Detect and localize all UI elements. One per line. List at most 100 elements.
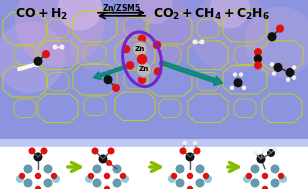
Circle shape	[196, 164, 205, 174]
Circle shape	[117, 0, 193, 67]
Circle shape	[171, 173, 177, 179]
Circle shape	[23, 178, 33, 187]
Circle shape	[193, 141, 197, 145]
Circle shape	[40, 147, 47, 154]
Circle shape	[106, 160, 112, 166]
Circle shape	[246, 173, 252, 179]
Circle shape	[192, 39, 197, 44]
Circle shape	[112, 178, 121, 187]
Circle shape	[19, 173, 25, 179]
Circle shape	[279, 175, 287, 183]
Circle shape	[245, 6, 308, 78]
Circle shape	[262, 186, 268, 189]
Circle shape	[253, 151, 257, 155]
Circle shape	[59, 44, 64, 50]
Circle shape	[153, 41, 160, 49]
Circle shape	[137, 0, 173, 25]
Circle shape	[270, 164, 279, 174]
Circle shape	[265, 147, 269, 151]
Circle shape	[233, 72, 237, 77]
Circle shape	[112, 84, 120, 92]
Circle shape	[51, 173, 57, 179]
Circle shape	[270, 178, 279, 187]
Circle shape	[286, 77, 290, 82]
Circle shape	[92, 178, 102, 187]
Circle shape	[29, 147, 35, 154]
Circle shape	[196, 178, 205, 187]
Circle shape	[261, 188, 270, 189]
Circle shape	[203, 173, 209, 179]
Circle shape	[187, 186, 193, 189]
Circle shape	[239, 72, 243, 77]
Circle shape	[103, 188, 111, 189]
Circle shape	[250, 178, 260, 187]
Circle shape	[23, 164, 33, 174]
Circle shape	[155, 68, 161, 75]
Circle shape	[103, 75, 112, 84]
Circle shape	[274, 63, 282, 72]
Circle shape	[185, 188, 194, 189]
FancyArrow shape	[18, 62, 41, 71]
Circle shape	[35, 173, 41, 179]
Circle shape	[292, 75, 296, 80]
Circle shape	[204, 175, 212, 183]
Circle shape	[193, 147, 201, 154]
Circle shape	[242, 86, 246, 90]
Text: $\mathbf{CO + H_2}$: $\mathbf{CO + H_2}$	[15, 7, 68, 22]
Circle shape	[168, 175, 176, 183]
Circle shape	[254, 61, 262, 70]
Circle shape	[88, 173, 94, 179]
Circle shape	[286, 68, 294, 77]
Circle shape	[139, 35, 145, 42]
Circle shape	[136, 62, 152, 77]
Circle shape	[254, 54, 262, 63]
Circle shape	[107, 147, 115, 154]
Circle shape	[42, 50, 50, 58]
Circle shape	[99, 154, 107, 163]
Circle shape	[176, 164, 184, 174]
Circle shape	[230, 86, 234, 90]
Circle shape	[43, 178, 52, 187]
Circle shape	[200, 39, 205, 44]
Circle shape	[180, 147, 187, 154]
Bar	[0, 139, 308, 147]
Circle shape	[0, 21, 65, 93]
Circle shape	[104, 186, 110, 189]
Circle shape	[52, 44, 58, 50]
Circle shape	[91, 147, 99, 154]
Circle shape	[250, 164, 260, 174]
Circle shape	[92, 164, 102, 174]
Circle shape	[261, 149, 265, 153]
Circle shape	[270, 62, 274, 67]
Circle shape	[127, 62, 133, 69]
Circle shape	[262, 173, 268, 179]
Circle shape	[15, 0, 105, 67]
Circle shape	[190, 0, 270, 73]
Circle shape	[112, 164, 121, 174]
Circle shape	[70, 11, 130, 73]
Circle shape	[267, 149, 275, 157]
Circle shape	[85, 175, 93, 183]
Circle shape	[58, 0, 102, 31]
Text: Zn: Zn	[135, 46, 145, 52]
Circle shape	[34, 153, 43, 161]
Circle shape	[276, 25, 284, 33]
Circle shape	[35, 186, 41, 189]
Circle shape	[123, 45, 129, 53]
Circle shape	[34, 188, 43, 189]
Text: $\mathbf{Zn/ZSM5}$: $\mathbf{Zn/ZSM5}$	[102, 2, 141, 13]
Circle shape	[132, 41, 148, 57]
Circle shape	[43, 164, 52, 174]
Circle shape	[120, 173, 126, 179]
Circle shape	[278, 173, 284, 179]
FancyArrow shape	[93, 64, 131, 79]
Circle shape	[139, 76, 145, 83]
Circle shape	[210, 0, 250, 29]
Circle shape	[16, 175, 24, 183]
Circle shape	[185, 153, 194, 161]
Circle shape	[104, 173, 110, 179]
Circle shape	[137, 55, 147, 64]
Circle shape	[176, 178, 184, 187]
Circle shape	[187, 173, 193, 179]
Circle shape	[34, 57, 43, 66]
